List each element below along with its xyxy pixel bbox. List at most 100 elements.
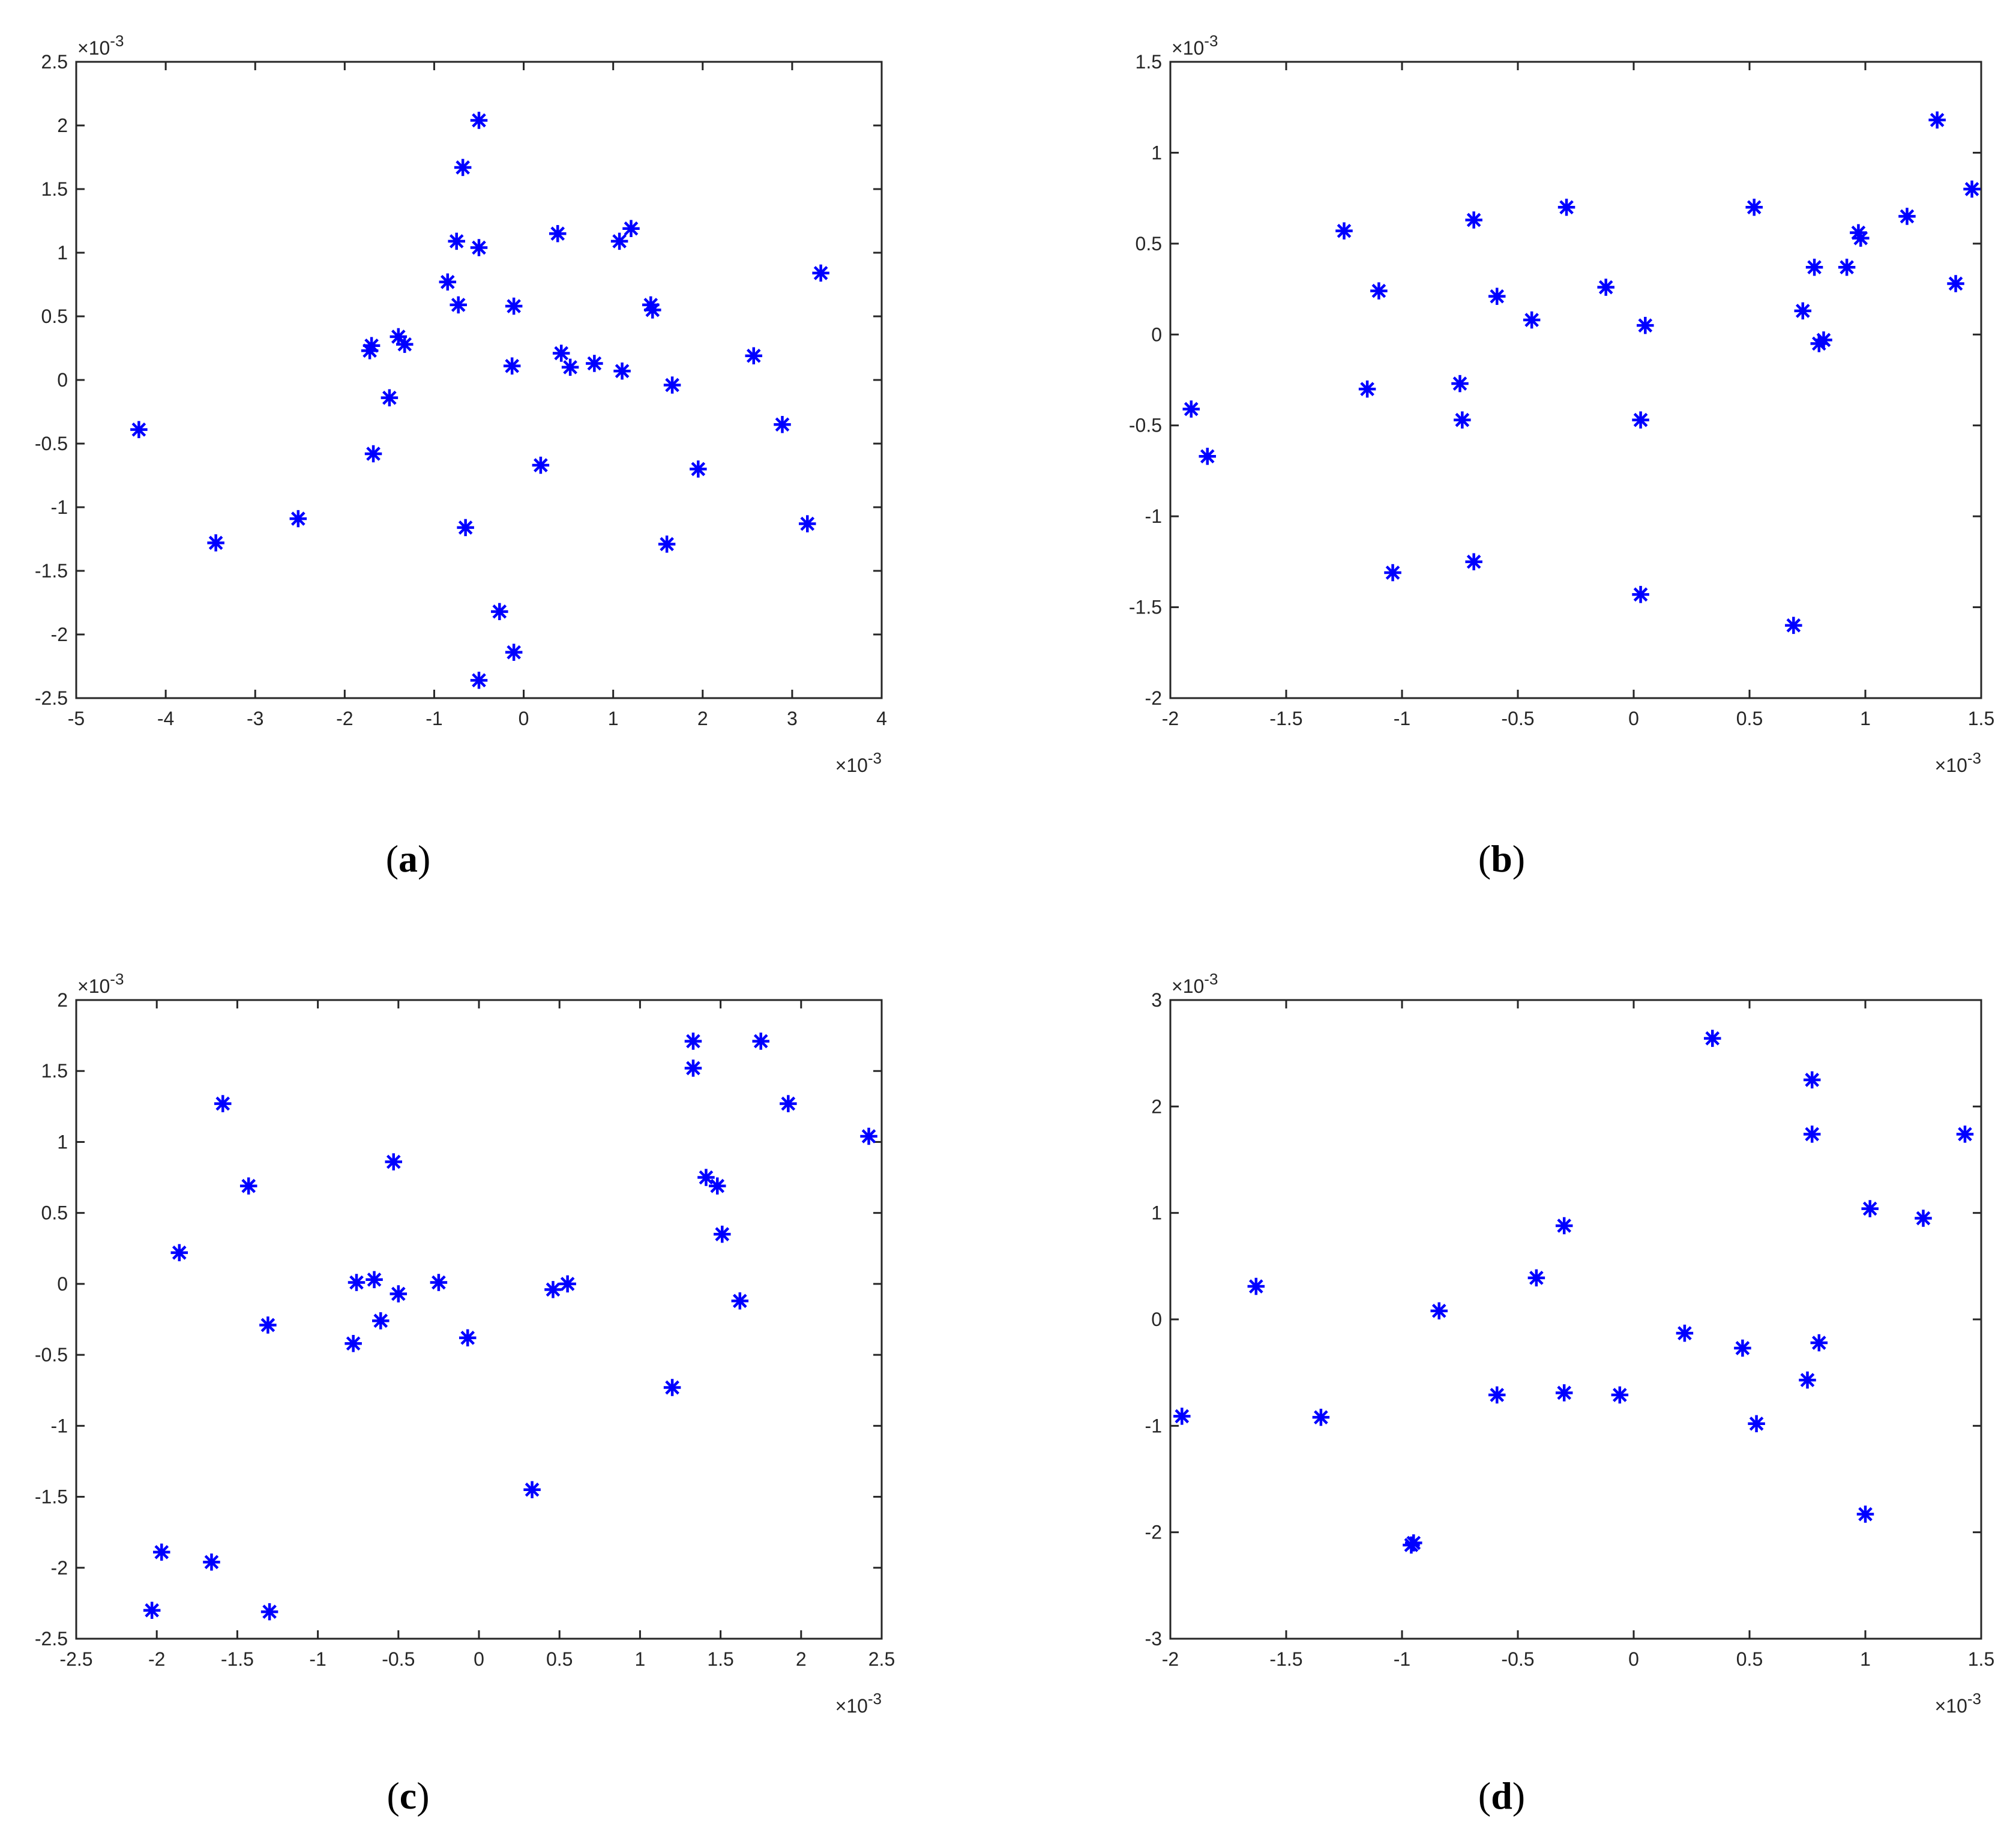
scatter-panel-a: -5 -4 -3 -2 -1 0 1 2 3 4 -2.5 -2 -1.5 -1 -0.5 0 0.5 1 1.5 2… <box>35 32 887 880</box>
y-tick-label: -2 <box>51 1557 68 1579</box>
data-point <box>690 460 707 478</box>
data-point <box>1611 1386 1629 1404</box>
data-point <box>1335 222 1353 240</box>
x-tick-label: -1.5 <box>1269 1648 1302 1670</box>
data-point <box>239 1177 257 1195</box>
data-point <box>259 1316 277 1334</box>
y-exponent-label: ×10-3 <box>1172 970 1218 997</box>
y-tick-label: 0.5 <box>41 306 68 327</box>
data-point <box>1794 302 1812 320</box>
data-point <box>1861 1200 1879 1217</box>
data-point <box>345 1334 362 1352</box>
data-point <box>1810 1334 1828 1352</box>
data-point <box>1703 1029 1721 1047</box>
y-tick-label: 0 <box>1151 324 1162 345</box>
x-tick-label: -2 <box>1162 708 1179 729</box>
data-point <box>708 1177 726 1195</box>
data-point <box>289 510 307 528</box>
x-tick-label: 0 <box>474 1648 484 1670</box>
data-point <box>1915 1210 1932 1227</box>
y-tick-label: 3 <box>1151 989 1162 1011</box>
data-point <box>1555 1217 1573 1235</box>
data-point <box>745 347 763 364</box>
y-tick-label: -2 <box>1145 687 1162 709</box>
data-point <box>390 328 408 346</box>
data-point <box>1956 1125 1974 1143</box>
y-tick-label: 1 <box>1151 142 1162 163</box>
data-point <box>1734 1339 1751 1357</box>
x-tick-label: 1 <box>635 1648 646 1670</box>
y-tick-label: 2 <box>57 115 68 136</box>
data-point <box>364 445 382 463</box>
data-point <box>697 1169 715 1186</box>
x-tick-label: 0.5 <box>1736 1648 1763 1670</box>
data-point <box>363 337 381 355</box>
x-tick-label: 1 <box>1860 708 1871 729</box>
data-point <box>549 224 567 243</box>
y-tick-label: 2 <box>57 989 68 1011</box>
data-point <box>610 232 628 250</box>
data-point <box>385 1153 402 1171</box>
data-point <box>214 1095 232 1112</box>
y-tick-label: 1 <box>57 1131 68 1153</box>
data-point <box>1465 211 1482 229</box>
data-point <box>752 1032 769 1050</box>
data-point <box>1199 447 1217 465</box>
data-point <box>774 415 791 433</box>
data-point <box>714 1225 731 1243</box>
data-point <box>505 297 523 315</box>
data-point <box>1247 1277 1265 1295</box>
y-exponent-label: ×10-3 <box>1172 32 1218 59</box>
data-point <box>260 1603 278 1621</box>
y-tick-label: -3 <box>1145 1628 1162 1650</box>
data-point <box>143 1601 161 1619</box>
data-point <box>731 1292 749 1310</box>
data-point <box>1405 1534 1422 1552</box>
data-point <box>663 376 681 394</box>
y-tick-label: -1.5 <box>35 560 68 582</box>
y-tick-label: 1.5 <box>41 1060 68 1082</box>
data-point <box>372 1312 390 1330</box>
y-tick-label: 2 <box>1151 1095 1162 1117</box>
data-point <box>1488 288 1506 305</box>
y-tick-label: -2 <box>51 624 68 645</box>
scatter-panel-b: -2 -1.5 -1 -0.5 0 0.5 1 1.5 -2 -1.5 -1 -0.5 0 0.5 1 1.5… <box>1129 32 1994 880</box>
data-point <box>552 345 570 362</box>
data-point <box>559 1275 576 1293</box>
x-exponent-label: ×10-3 <box>835 1690 882 1717</box>
y-tick-label: -1 <box>1145 505 1162 527</box>
x-tick-label: -2 <box>1162 1648 1179 1670</box>
data-point <box>1803 1071 1821 1089</box>
x-tick-label: -3 <box>247 708 263 729</box>
data-point <box>1557 199 1575 216</box>
y-tick-label: -1 <box>1145 1415 1162 1436</box>
x-tick-label: -1 <box>1394 708 1410 729</box>
x-tick-label: 0.5 <box>1736 708 1763 729</box>
panel-label: (b) <box>1478 837 1525 880</box>
data-point <box>1597 279 1614 296</box>
y-tick-label: -1.5 <box>1129 597 1162 618</box>
y-tick-label: -2.5 <box>35 1628 68 1650</box>
data-point <box>454 158 472 176</box>
y-tick-label: 1 <box>57 242 68 264</box>
data-point <box>348 1274 366 1291</box>
y-tick-label: -0.5 <box>35 433 68 454</box>
scatter-panel-d: -2 -1.5 -1 -0.5 0 0.5 1 1.5-3-2-10123×10-3×10-3… <box>1145 970 1995 1817</box>
data-point <box>1555 1384 1573 1402</box>
data-point <box>1898 208 1916 225</box>
data-point <box>561 358 579 376</box>
data-point <box>684 1059 702 1077</box>
data-point <box>1637 316 1654 334</box>
data-point <box>798 515 816 532</box>
data-point <box>1312 1408 1330 1426</box>
y-exponent-label: ×10-3 <box>77 970 124 997</box>
data-point <box>1838 258 1856 276</box>
data-point <box>1815 331 1832 349</box>
data-point <box>1451 375 1469 393</box>
x-tick-label: 1.5 <box>707 1648 733 1670</box>
x-tick-label: -1.5 <box>1269 708 1302 729</box>
x-tick-label: -2.5 <box>59 1648 92 1670</box>
data-point <box>860 1127 877 1145</box>
x-tick-label: 1 <box>1860 1648 1871 1670</box>
y-tick-label: -0.5 <box>1129 415 1162 436</box>
